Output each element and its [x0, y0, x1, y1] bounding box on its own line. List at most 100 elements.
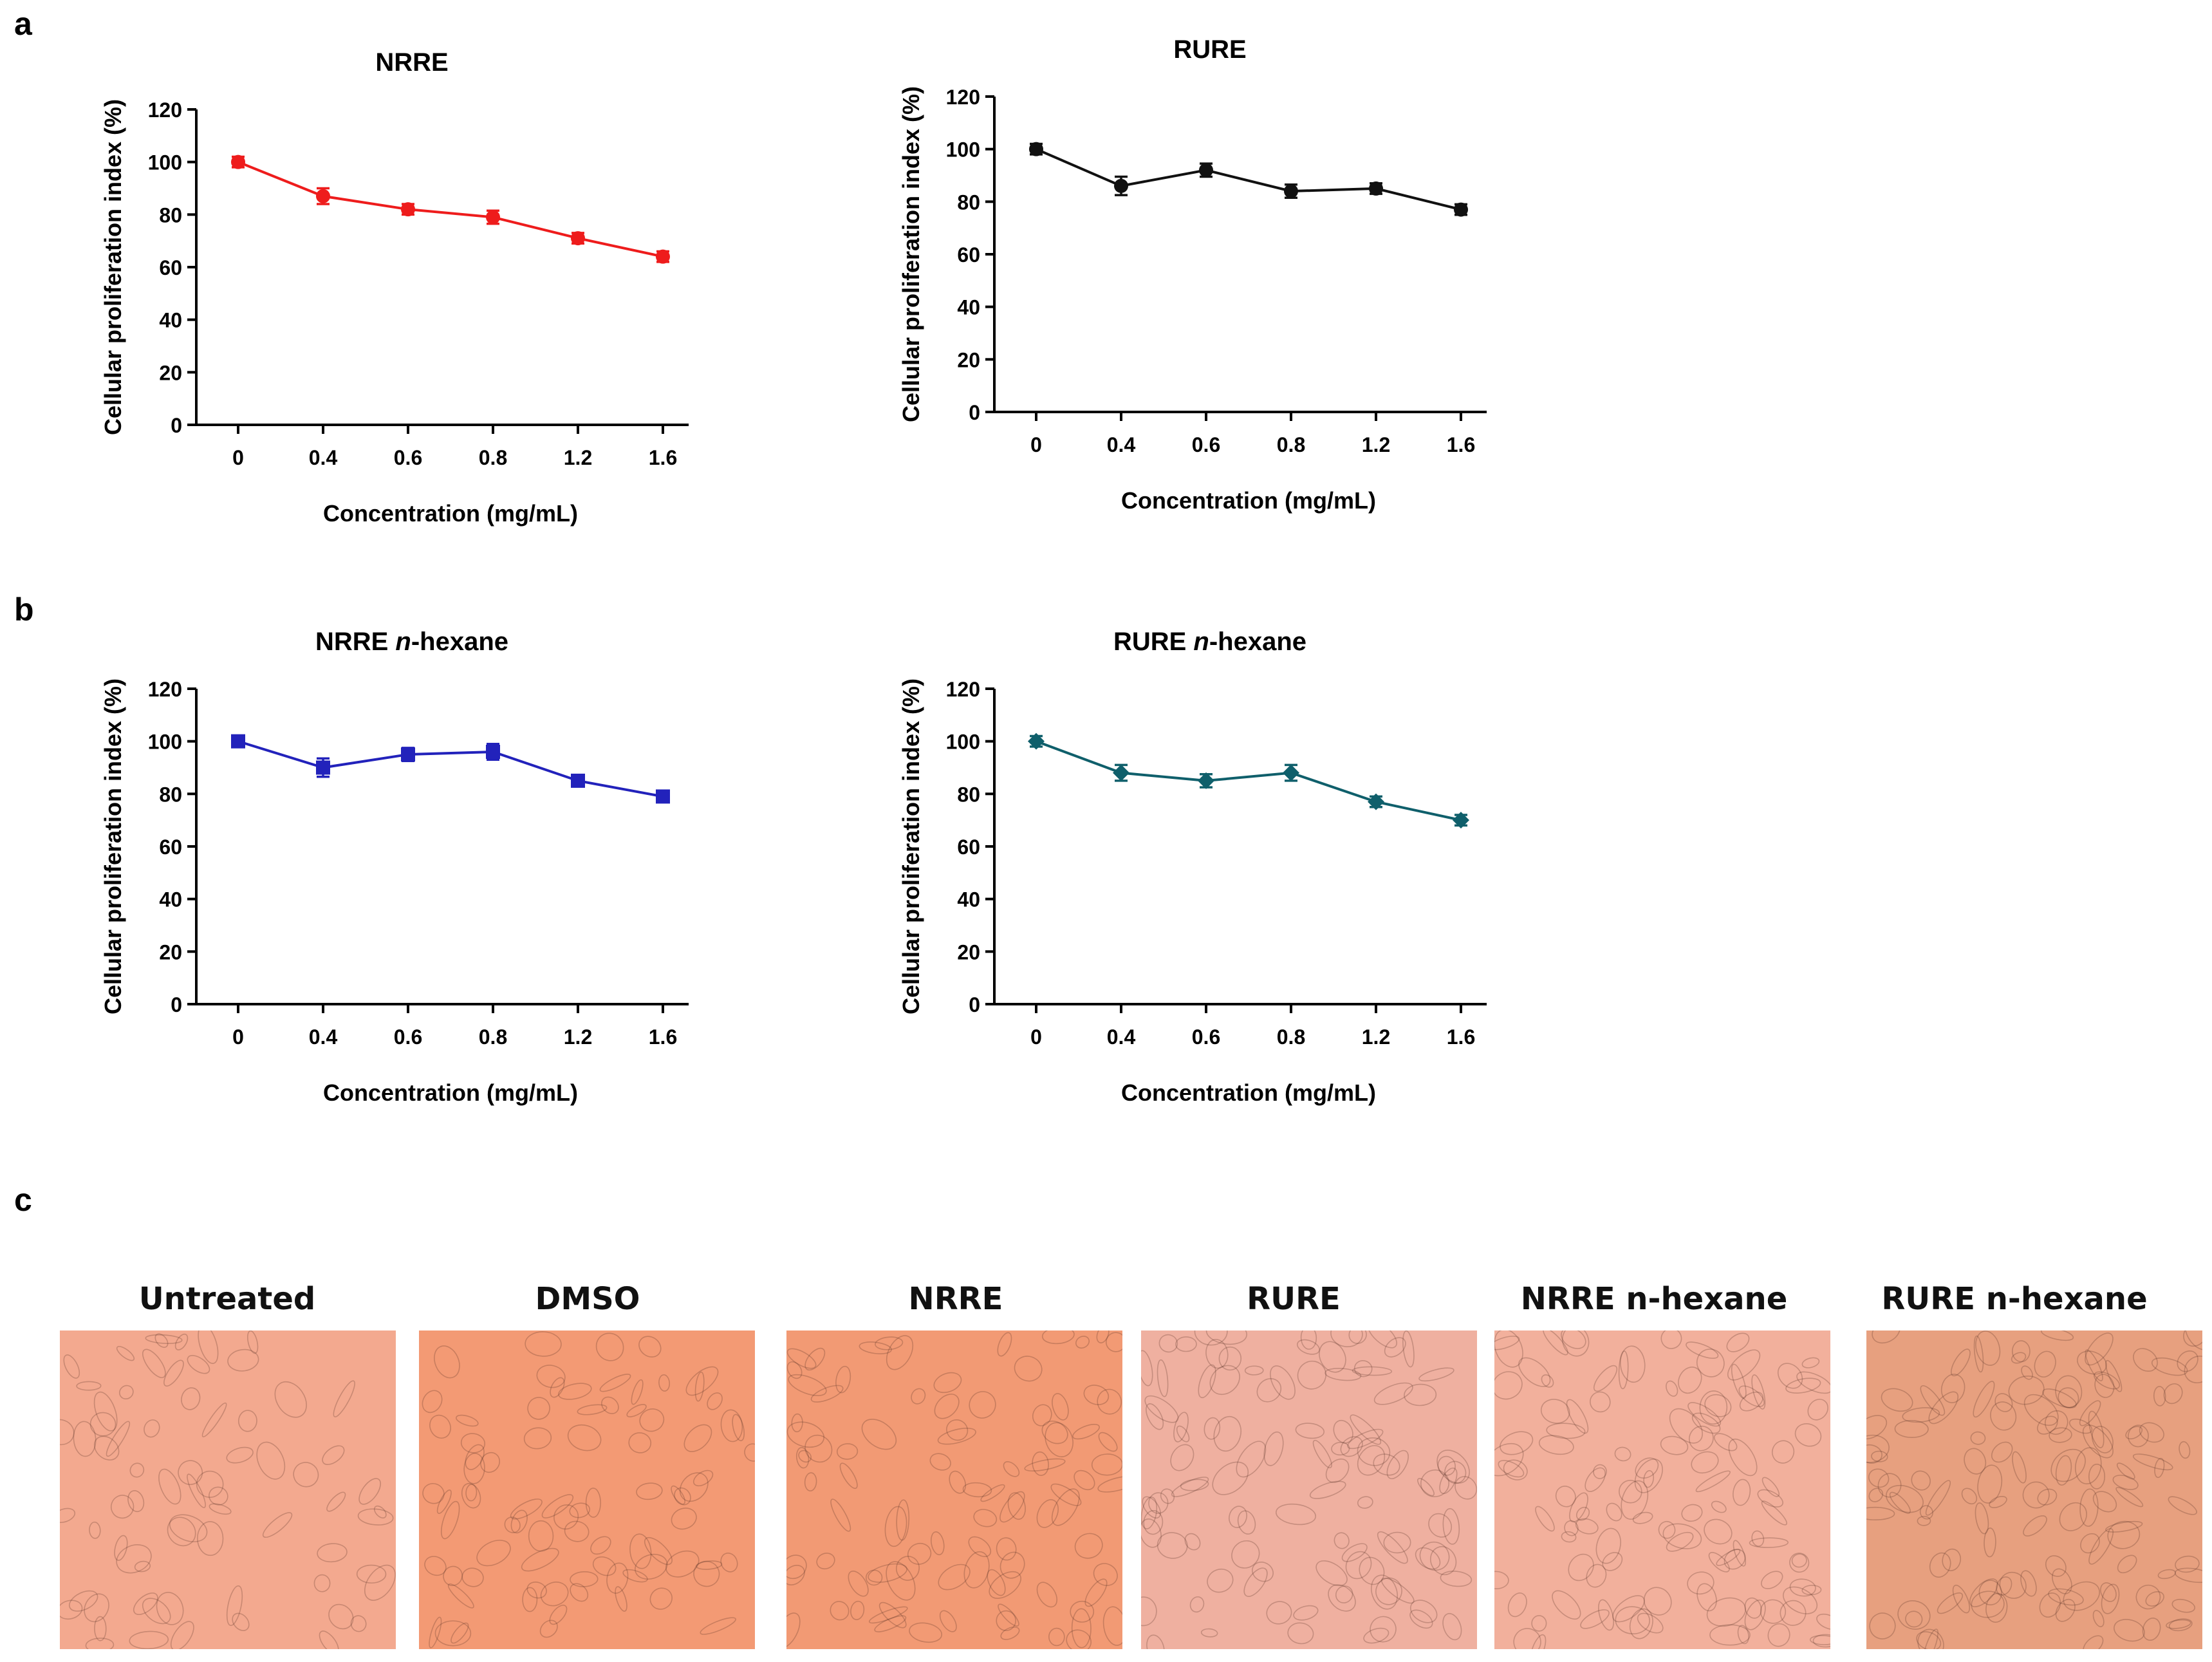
cell-outline — [197, 1521, 224, 1556]
cell-outline — [1618, 1350, 1629, 1390]
cell-outline — [1357, 1496, 1373, 1509]
cell-outline — [896, 1499, 910, 1541]
cell-outline — [1175, 1336, 1197, 1352]
cell-outline — [2074, 1447, 2102, 1484]
cell-outline — [1632, 1511, 1653, 1524]
cell-outline — [2058, 1387, 2079, 1408]
cell-outline — [1371, 1574, 1399, 1610]
cell-outline — [1637, 1612, 1664, 1634]
cell-outline — [2128, 1424, 2149, 1448]
cell-outline — [939, 1610, 957, 1632]
cell-outline — [2168, 1496, 2197, 1515]
cell-outline — [528, 1520, 554, 1552]
cell-outline — [2042, 1388, 2077, 1408]
cell-outline — [1263, 1431, 1284, 1466]
cell-outline — [1007, 1492, 1026, 1520]
cell-outline — [567, 1424, 602, 1452]
micrograph-title-nrre: NRRE — [908, 1281, 1003, 1317]
cell-outline — [1036, 1582, 1058, 1608]
cell-outline — [1643, 1587, 1672, 1616]
cell-outline — [1324, 1368, 1362, 1381]
data-point — [401, 747, 415, 762]
cell-outline — [1984, 1527, 1996, 1558]
cell-outline — [1686, 1341, 1719, 1359]
cell-outline — [1350, 1414, 1382, 1445]
cell-outline — [1148, 1492, 1169, 1514]
y-tick-label: 100 — [148, 151, 182, 174]
cell-outline — [1751, 1374, 1766, 1410]
cell-outline — [1785, 1377, 1821, 1394]
cell-outline — [665, 1550, 700, 1578]
cell-outline — [1706, 1597, 1746, 1627]
cell-outline — [1146, 1403, 1164, 1430]
y-tick-label: 120 — [148, 98, 182, 122]
cell-outline — [1709, 1624, 1751, 1646]
cell-outline — [629, 1533, 652, 1569]
cell-outline — [1209, 1365, 1240, 1396]
y-tick-label: 0 — [171, 414, 182, 437]
cell-outline — [1586, 1564, 1607, 1588]
cell-outline — [1978, 1580, 2002, 1605]
cell-outline — [1442, 1508, 1460, 1545]
cell-outline — [795, 1446, 810, 1469]
cell-outline — [968, 1536, 992, 1557]
cell-outline — [1971, 1591, 2005, 1618]
y-tick-label: 0 — [969, 401, 980, 424]
cell-outline — [884, 1506, 907, 1547]
cell-outline — [93, 1435, 120, 1461]
cell-outline — [2094, 1371, 2121, 1390]
cell-outline — [1744, 1600, 1766, 1630]
cell-outline — [2139, 1422, 2164, 1443]
cell-outline — [1503, 1459, 1528, 1480]
cell-outline — [804, 1434, 833, 1463]
cell-outline — [1330, 1331, 1363, 1348]
cell-outline — [2037, 1415, 2058, 1435]
cell-outline — [333, 1380, 355, 1417]
cell-outline — [685, 1366, 719, 1396]
cell-outline — [1367, 1331, 1397, 1349]
cell-outline — [2080, 1533, 2100, 1554]
cell-outline — [1994, 1393, 2013, 1412]
cell-outline — [1295, 1423, 1325, 1439]
cell-outline — [1171, 1477, 1209, 1497]
cell-outline — [2085, 1349, 2103, 1381]
cell-outline — [1014, 1356, 1043, 1382]
cell-outline — [1905, 1611, 1923, 1628]
cell-outline — [644, 1536, 673, 1565]
cell-outline — [1713, 1433, 1738, 1452]
cell-outline — [1158, 1334, 1178, 1353]
cell-outline — [328, 1603, 354, 1630]
cell-outline — [1541, 1374, 1554, 1388]
cell-outline — [1794, 1423, 1822, 1447]
cell-outline — [1176, 1425, 1190, 1443]
cell-outline — [158, 1468, 181, 1505]
y-axis-label: Cellular proliferation index (%) — [100, 678, 126, 1014]
cell-outline — [1051, 1488, 1080, 1526]
micrograph-background — [419, 1331, 755, 1649]
cell-outline — [606, 1562, 629, 1594]
cell-outline — [510, 1509, 528, 1534]
cell-outline — [1789, 1553, 1810, 1573]
cell-outline — [859, 1341, 892, 1354]
cell-outline — [896, 1556, 920, 1581]
cell-outline — [73, 1421, 97, 1457]
cell-outline — [1384, 1337, 1406, 1358]
cell-outline — [2157, 1569, 2176, 1580]
cell-outline — [1341, 1543, 1368, 1562]
cell-outline — [639, 1408, 665, 1432]
x-tick-label: 0 — [232, 1025, 244, 1049]
cell-outline — [2101, 1583, 2120, 1614]
cell-outline — [2050, 1448, 2086, 1482]
cell-outline — [816, 1553, 835, 1570]
cell-outline — [1373, 1453, 1400, 1476]
cell-outline — [1244, 1365, 1264, 1376]
cell-outline — [909, 1622, 943, 1643]
cell-outline — [1229, 1506, 1247, 1528]
cell-outline — [2177, 1350, 2198, 1372]
cell-outline — [1546, 1423, 1586, 1439]
cell-outline — [1309, 1480, 1346, 1499]
cell-outline — [89, 1521, 101, 1539]
cell-outline — [791, 1413, 803, 1433]
cell-outline — [2023, 1515, 2047, 1536]
cell-outline — [1620, 1345, 1646, 1383]
